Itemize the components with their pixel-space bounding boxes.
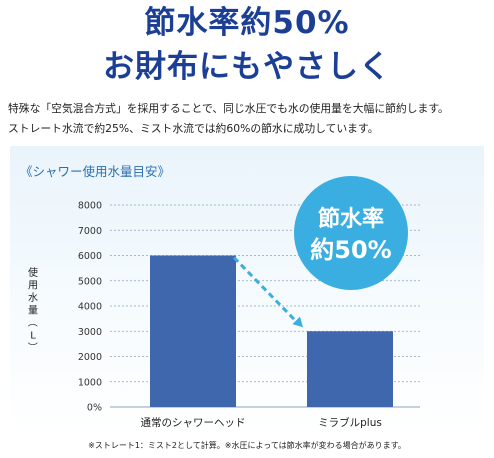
x-category-label: 通常のシャワーヘッド [141, 416, 246, 429]
y-tick-label: 5000 [78, 276, 102, 287]
badge-line-1: 節水率 [318, 206, 384, 232]
y-tick-label: 1000 [78, 377, 102, 388]
y-axis-label-char: 水 [28, 292, 38, 304]
description-line-1: 特殊な「空気混合方式」を採用することで、同じ水圧でも水の使用量を大幅に節約します… [8, 102, 449, 115]
y-axis-label-char: ） [26, 342, 38, 352]
y-axis-label-char: L [30, 331, 36, 342]
y-tick-label: 0% [87, 403, 102, 414]
y-tick-label: 6000 [78, 251, 102, 262]
x-category-label: ミラブルplus [318, 416, 382, 429]
y-tick-label: 3000 [78, 327, 102, 338]
bar-2 [307, 331, 393, 407]
headline-line-2: お財布にもやさしく [103, 49, 391, 85]
y-tick-label: 8000 [78, 201, 102, 212]
y-axis-label-char: 量 [28, 305, 38, 317]
headline-line-1: 節水率約50% [144, 5, 350, 41]
description-line-2: ストレート水流で約25%、ミスト水流では約60%の節水に成功しています。 [8, 122, 379, 135]
y-tick-label: 7000 [78, 226, 102, 237]
bar-1 [150, 255, 236, 407]
y-axis-label-char: （ [26, 317, 38, 327]
reduction-arrow-head [292, 316, 303, 328]
badge-circle [294, 176, 408, 290]
y-axis-label-char: 使 [28, 266, 38, 279]
reduction-arrow-line [232, 256, 299, 324]
y-tick-label: 4000 [78, 302, 102, 313]
badge-line-2: 約50% [310, 236, 391, 264]
footnote: ※ストレート1：ミスト2として計算。※水圧によっては節水率が変わる場合があります… [88, 441, 406, 450]
chart-title: 《シャワー使用水量目安》 [20, 164, 171, 179]
y-axis-label-char: 用 [28, 281, 38, 292]
y-tick-label: 2000 [78, 352, 102, 363]
chart-panel-background [10, 146, 484, 434]
